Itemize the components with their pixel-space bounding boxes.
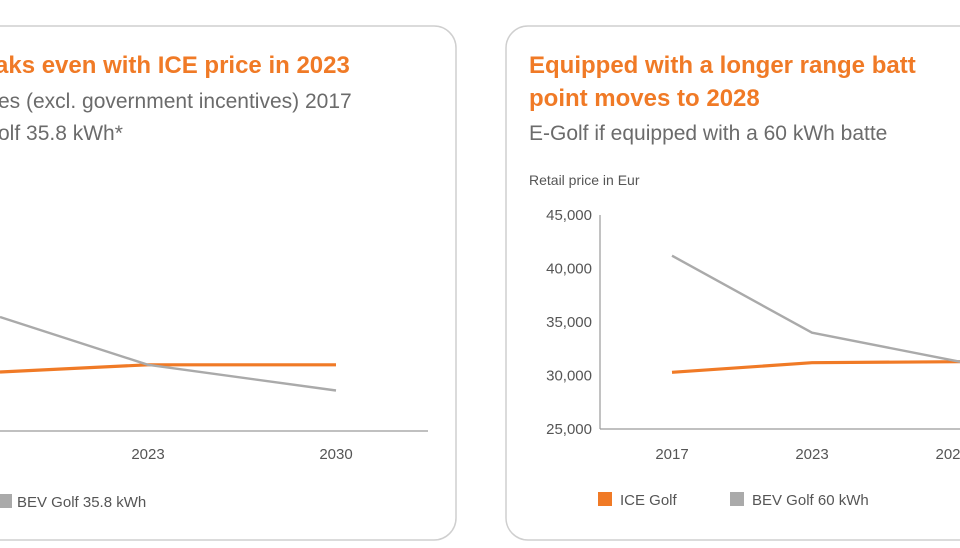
bev-golf-35kwh-line [0, 315, 337, 392]
left-panel-border [0, 25, 457, 541]
bev-golf-60kwh-line [671, 254, 960, 363]
left-chart-marks [0, 315, 337, 392]
left-x-tick-label: 2030 [319, 446, 352, 463]
right-chart-title-line-1: Equipped with a longer range batt [529, 52, 916, 79]
right-y-tick-label: 35,000 [546, 314, 592, 331]
left-chart-panel: aks even with ICE price in 2023 es (excl… [0, 25, 457, 541]
right-legend-label: ICE Golf [620, 492, 678, 509]
left-legend-swatch [0, 494, 12, 508]
ice-golf-line [671, 360, 960, 374]
right-chart-panel: Equipped with a longer range batt point … [505, 25, 960, 541]
left-chart-subtitle-line-1: es (excl. government incentives) 2017 [0, 90, 352, 113]
left-chart-title: aks even with ICE price in 2023 [0, 52, 350, 79]
right-legend-label: BEV Golf 60 kWh [752, 492, 869, 509]
right-y-ticks: 45,000 40,000 35,000 30,000 25,000 [546, 207, 592, 438]
right-legend: ICE Golf BEV Golf 60 kWh [598, 492, 869, 509]
left-x-tick-label: 2023 [131, 446, 164, 463]
right-y-tick-label: 45,000 [546, 207, 592, 224]
left-legend: BEV Golf 35.8 kWh [0, 494, 146, 511]
right-chart-marks [671, 254, 960, 374]
right-legend-swatch [598, 492, 612, 506]
right-legend-swatch [730, 492, 744, 506]
right-chart-subtitle: E-Golf if equipped with a 60 kWh batte [529, 122, 887, 145]
right-x-tick-label: 2017 [655, 446, 688, 463]
left-x-ticks: 2023 2030 [131, 446, 352, 463]
left-legend-label: BEV Golf 35.8 kWh [17, 494, 146, 511]
right-y-tick-label: 40,000 [546, 261, 592, 278]
right-x-tick-label: 2023 [795, 446, 828, 463]
left-chart-subtitle-line-2: olf 35.8 kWh* [0, 122, 123, 145]
right-y-tick-label: 30,000 [546, 368, 592, 385]
right-x-tick-label: 202 [935, 446, 960, 463]
right-chart-title-line-2: point moves to 2028 [529, 85, 760, 112]
right-x-ticks: 2017 2023 202 [655, 446, 960, 463]
right-y-tick-label: 25,000 [546, 421, 592, 438]
right-panel-border [505, 25, 960, 541]
right-y-axis-label: Retail price in Eur [529, 172, 640, 188]
